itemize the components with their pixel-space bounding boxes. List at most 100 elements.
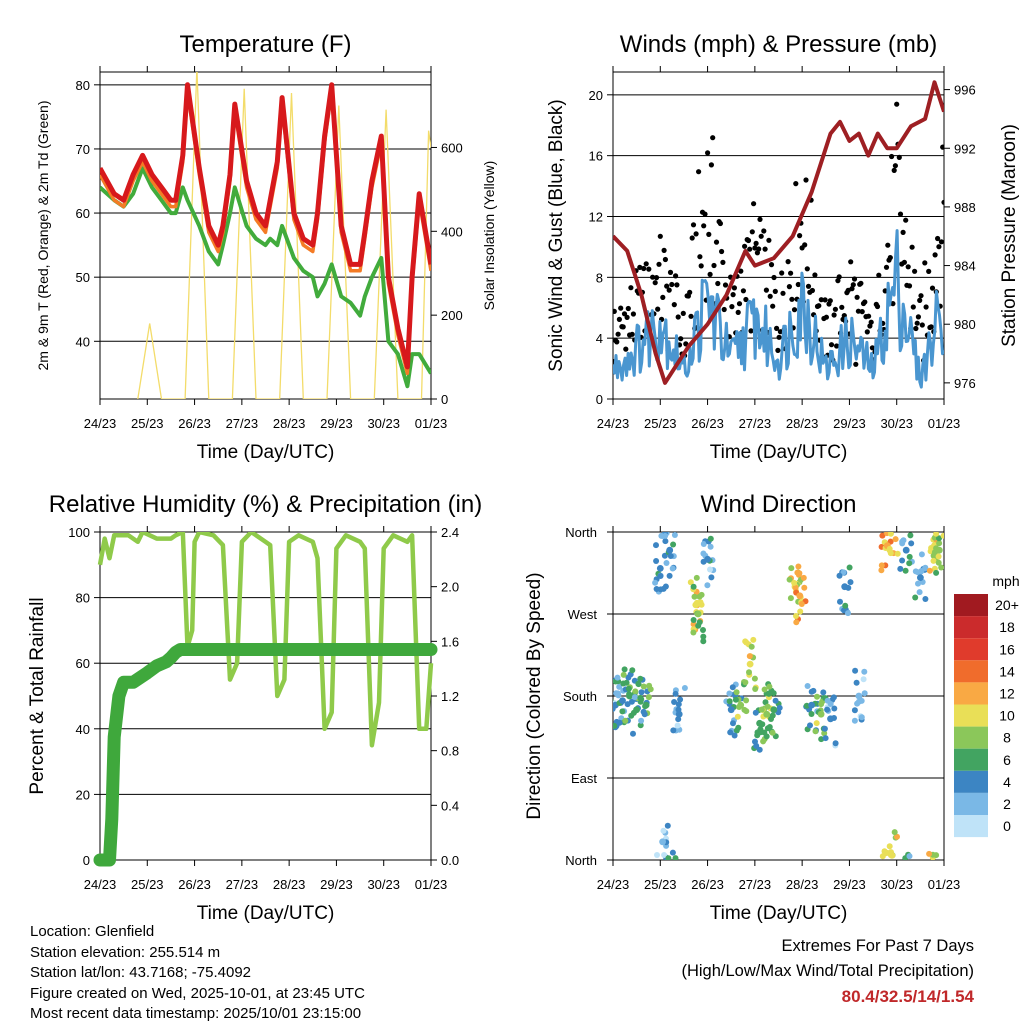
gust-point bbox=[749, 229, 755, 235]
direction-point bbox=[670, 541, 677, 548]
direction-point bbox=[669, 565, 676, 572]
direction-ytick-label: East bbox=[571, 771, 597, 786]
speed-legend-label: 20+ bbox=[995, 597, 1019, 613]
winds-ylabel: Sonic Wind & Gust (Blue, Black) bbox=[546, 99, 567, 371]
gust-point bbox=[938, 239, 944, 245]
gust-point bbox=[650, 274, 656, 280]
gust-point bbox=[834, 343, 840, 349]
extremes-title: Extremes For Past 7 Days bbox=[781, 937, 974, 955]
winds-ytick-label: 12 bbox=[589, 209, 603, 224]
direction-point bbox=[629, 667, 636, 674]
gust-point bbox=[917, 297, 923, 303]
direction-point bbox=[626, 692, 633, 700]
gust-point bbox=[657, 233, 663, 239]
direction-point bbox=[794, 569, 801, 576]
direction-point bbox=[661, 552, 668, 559]
wind_direction-xtick-label: 25/23 bbox=[644, 877, 677, 892]
total-rainfall-line bbox=[93, 643, 438, 867]
humidity-xtick-label: 28/23 bbox=[273, 877, 306, 892]
direction-point bbox=[899, 540, 906, 547]
speed-legend-label: 0 bbox=[1003, 818, 1011, 834]
direction-point bbox=[637, 694, 644, 701]
direction-point bbox=[662, 538, 669, 545]
gust-point bbox=[929, 285, 936, 291]
gust-point bbox=[780, 290, 786, 296]
gust-point bbox=[710, 135, 716, 141]
direction-point bbox=[707, 535, 714, 542]
direction-point bbox=[845, 610, 851, 617]
direction-point bbox=[620, 671, 627, 678]
gust-point bbox=[848, 259, 854, 265]
direction-point bbox=[757, 729, 764, 736]
direction-point bbox=[853, 679, 860, 686]
direction-point bbox=[763, 733, 770, 740]
direction-point bbox=[743, 697, 750, 704]
gust-point bbox=[859, 309, 865, 315]
temperature-xtick-label: 28/23 bbox=[273, 416, 306, 431]
gust-point bbox=[912, 268, 918, 274]
direction-point bbox=[804, 683, 811, 689]
direction-point bbox=[614, 690, 621, 697]
direction-point bbox=[821, 725, 828, 732]
winds-ytick-right-label: 988 bbox=[954, 200, 976, 215]
gust-point bbox=[653, 275, 660, 281]
humidity-ytick-right-label: 0.8 bbox=[441, 744, 459, 759]
direction-point bbox=[763, 710, 771, 718]
gust-point bbox=[777, 329, 784, 335]
humidity-ytick-label: 0 bbox=[83, 853, 90, 868]
gust-point bbox=[894, 101, 900, 107]
temperature-title: Temperature (F) bbox=[179, 31, 351, 58]
gust-point bbox=[771, 274, 777, 281]
direction-point bbox=[737, 701, 745, 709]
gust-point bbox=[766, 237, 772, 243]
direction-point bbox=[671, 699, 678, 705]
gust-point bbox=[740, 288, 747, 294]
direction-point bbox=[936, 535, 942, 542]
gust-point bbox=[897, 211, 904, 217]
gust-point bbox=[731, 285, 738, 291]
direction-point bbox=[933, 569, 940, 576]
temperature-ytick-label: 80 bbox=[76, 78, 90, 93]
humidity-ytick-label: 100 bbox=[68, 525, 90, 540]
direction-point bbox=[798, 601, 805, 607]
winds-xtick-label: 30/23 bbox=[880, 416, 913, 431]
direction-point bbox=[614, 674, 621, 681]
humidity-ytick-right-label: 0.4 bbox=[441, 798, 459, 813]
gust-point bbox=[664, 283, 670, 289]
humidity-xtick-label: 30/23 bbox=[367, 877, 400, 892]
gust-point bbox=[779, 270, 785, 276]
gust-point bbox=[717, 220, 724, 227]
direction-point bbox=[841, 583, 849, 591]
gust-point bbox=[705, 150, 711, 156]
gust-point bbox=[832, 306, 839, 312]
gust-point bbox=[753, 240, 759, 246]
gust-point bbox=[788, 270, 794, 276]
direction-point bbox=[935, 553, 942, 560]
direction-point bbox=[814, 693, 820, 700]
direction-point bbox=[756, 746, 763, 753]
temperature-ytick-label: 40 bbox=[76, 334, 90, 349]
gust-point bbox=[785, 259, 791, 265]
gust-point bbox=[803, 177, 809, 183]
humidity-ytick-right-label: 1.6 bbox=[441, 634, 459, 649]
direction-point bbox=[681, 685, 688, 691]
gust-point bbox=[809, 287, 816, 294]
direction-point bbox=[613, 722, 618, 729]
direction-point bbox=[766, 683, 773, 690]
gust-point bbox=[729, 304, 735, 310]
gust-point bbox=[855, 308, 862, 314]
direction-point bbox=[694, 610, 702, 618]
direction-point bbox=[908, 540, 915, 547]
gust-point bbox=[697, 254, 703, 260]
gust-point bbox=[836, 274, 842, 280]
speed-legend-swatch bbox=[954, 748, 988, 771]
direction-point bbox=[752, 686, 759, 692]
gust-point bbox=[763, 287, 770, 293]
gust-point bbox=[772, 288, 778, 294]
direction-point bbox=[624, 701, 631, 708]
gust-point bbox=[892, 163, 899, 169]
winds-xtick-label: 28/23 bbox=[786, 416, 819, 431]
direction-point bbox=[933, 852, 940, 859]
humidity-ytick-right-label: 2.4 bbox=[441, 525, 459, 540]
direction-point bbox=[936, 540, 943, 547]
